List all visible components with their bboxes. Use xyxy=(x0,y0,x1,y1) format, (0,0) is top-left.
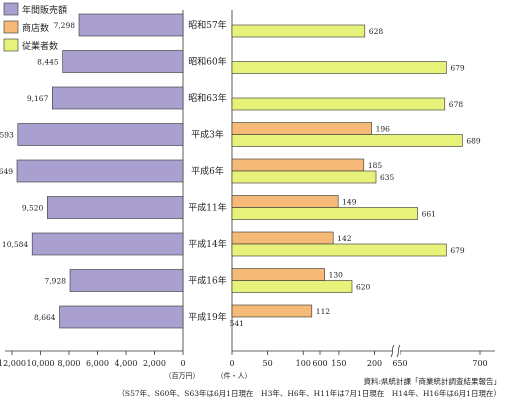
category-label-5: 平成11年 xyxy=(188,202,226,214)
right-tick-label-1: 50 xyxy=(263,359,273,368)
stores-bar-3 xyxy=(231,122,372,135)
right-tick-label-6: 650 xyxy=(392,359,407,368)
category-label-6: 平成14年 xyxy=(188,238,226,250)
sales-bar-6 xyxy=(31,232,184,256)
category-label-2: 昭和63年 xyxy=(188,92,226,104)
right-axis-ticks xyxy=(231,351,481,355)
employees-label-6: 679 xyxy=(450,246,465,255)
right-axis-tick-labels: 0 50 100 150 200 600 650 700 xyxy=(229,359,487,368)
employees-bar-6 xyxy=(231,243,447,257)
legend-swatch-stores xyxy=(3,20,19,34)
category-label-8: 平成19年 xyxy=(188,311,226,323)
right-tick-label-2: 100 xyxy=(296,359,311,368)
employees-label-8: 541 xyxy=(230,319,244,328)
sales-label-2: 9,167 xyxy=(27,94,49,103)
left-tick-label-1: 10,000 xyxy=(27,359,55,368)
legend-label-stores: 商店数 xyxy=(22,22,49,34)
stores-bar-7 xyxy=(231,268,325,281)
category-label-7: 平成16年 xyxy=(188,275,226,287)
stores-bar-5 xyxy=(231,195,339,208)
axis-break-marker xyxy=(390,344,401,358)
legend-swatch-employees xyxy=(3,38,19,52)
left-axis-ticks xyxy=(11,351,184,355)
stores-label-4: 185 xyxy=(368,161,383,170)
employees-bar-3 xyxy=(231,134,463,147)
stores-labels: 225 204 208 196 185 149 142 130 112 xyxy=(316,125,391,317)
employees-bar-4 xyxy=(231,170,377,184)
stores-label-6: 142 xyxy=(337,234,352,243)
employees-bar-2 xyxy=(231,97,446,111)
right-tick-label-3: 150 xyxy=(331,359,346,368)
sales-label-5: 9,520 xyxy=(22,204,44,213)
right-tick-label-0: 0 xyxy=(229,359,234,368)
sales-bar-8 xyxy=(59,305,184,329)
category-label-3: 平成3年 xyxy=(191,129,224,141)
left-tick-label-2: 8,000 xyxy=(58,359,81,368)
stores-label-7: 130 xyxy=(329,271,344,280)
sales-bar-1 xyxy=(62,50,184,73)
employees-label-4: 635 xyxy=(380,173,395,182)
sales-label-4: 11,649 xyxy=(0,167,13,176)
legend-label-employees: 従業者数 xyxy=(22,40,58,52)
employees-label-7: 620 xyxy=(356,283,371,292)
employees-bars xyxy=(231,24,463,293)
left-tick-label-5: 2,000 xyxy=(143,359,166,368)
left-tick-label-6: 0 xyxy=(180,359,185,368)
category-label-0: 昭和57年 xyxy=(188,19,226,31)
sales-label-8: 8,664 xyxy=(34,313,56,322)
sales-label-7: 7,928 xyxy=(45,277,67,286)
stores-label-3: 196 xyxy=(376,125,391,134)
employees-label-0: 628 xyxy=(369,27,384,36)
left-tick-label-0: 12,000 xyxy=(0,359,26,368)
employees-label-2: 678 xyxy=(449,100,464,109)
right-tick-label-7: 700 xyxy=(472,359,487,368)
legend: 年間販売額 商店数 従業者数 xyxy=(3,2,67,52)
employees-label-5: 661 xyxy=(422,210,436,219)
stores-bar-8 xyxy=(231,304,313,318)
sales-labels: 7,298 8,445 9,167 11,593 11,649 9,520 10… xyxy=(0,21,75,322)
stores-label-8: 112 xyxy=(316,307,331,316)
category-labels: 昭和57年 昭和60年 昭和63年 平成3年 平成6年 平成11年 平成14年 … xyxy=(188,19,226,323)
sales-bar-5 xyxy=(47,196,184,219)
employees-bar-7 xyxy=(231,280,353,293)
left-tick-label-3: 6,000 xyxy=(86,359,109,368)
sales-label-3: 11,593 xyxy=(0,131,14,140)
right-tick-label-5: 600 xyxy=(312,359,327,368)
axis-break-stroke-1 xyxy=(390,344,395,358)
employees-labels: 628 679 678 689 635 661 679 620 541 xyxy=(230,27,481,328)
sales-bar-3 xyxy=(17,123,184,146)
sales-bar-2 xyxy=(52,86,184,110)
right-axis-unit: （件・人） xyxy=(217,371,252,380)
legend-swatch-sales xyxy=(3,2,19,16)
note-text: （S57年、S60年、S63年は6月1日現在 H3年、H6年、H11年は7月1日… xyxy=(117,388,501,398)
sales-bar-4 xyxy=(16,159,184,183)
right-tick-label-4: 200 xyxy=(367,359,382,368)
sales-label-1: 8,445 xyxy=(37,58,59,67)
axis-break-stroke-2 xyxy=(396,344,401,358)
left-tick-label-4: 4,000 xyxy=(115,359,138,368)
source-text: 資料:県統計課「商業統計調査結果報告」 xyxy=(363,376,501,386)
sales-bars xyxy=(16,13,184,329)
category-label-4: 平成6年 xyxy=(191,165,224,177)
employees-label-1: 679 xyxy=(450,64,465,73)
category-label-1: 昭和60年 xyxy=(188,56,226,68)
sales-label-6: 10,584 xyxy=(2,240,28,249)
stores-label-5: 149 xyxy=(342,198,357,207)
stores-bar-6 xyxy=(231,231,334,245)
employees-bar-5 xyxy=(231,207,418,220)
left-axis-unit: （百万円） xyxy=(165,372,200,380)
stores-bar-4 xyxy=(231,158,365,172)
sales-bar-0 xyxy=(78,13,184,37)
axis-break-gap xyxy=(392,346,400,356)
employees-bar-0 xyxy=(231,24,366,38)
stores-bars xyxy=(231,122,372,318)
legend-label-sales: 年間販売額 xyxy=(22,4,67,16)
left-axis-tick-labels: 12,000 10,000 8,000 6,000 4,000 2,000 0 xyxy=(0,359,186,368)
employees-label-3: 689 xyxy=(466,137,481,146)
sales-bar-7 xyxy=(69,269,184,292)
sales-label-0: 7,298 xyxy=(54,21,76,30)
employees-bar-1 xyxy=(231,61,447,74)
